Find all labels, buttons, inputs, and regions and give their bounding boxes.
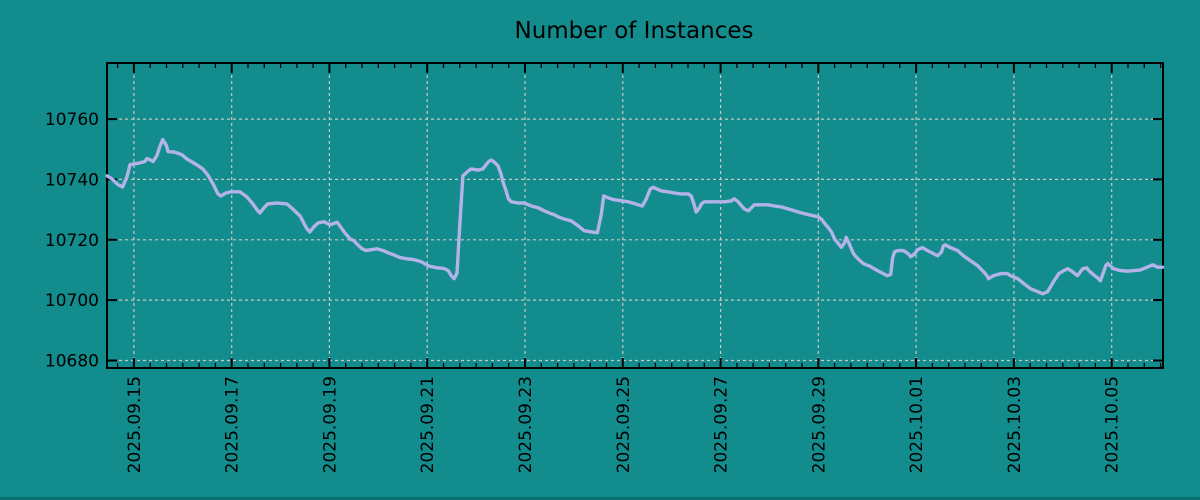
x-tick-label: 2025.10.05	[1103, 376, 1123, 473]
x-tick-label: 2025.09.23	[516, 376, 536, 473]
x-tick-label: 2025.09.27	[712, 376, 732, 473]
y-tick-label: 10760	[45, 110, 99, 130]
y-tick-label: 10680	[45, 352, 99, 372]
chart-title: Number of Instances	[515, 18, 754, 44]
x-tick-label: 2025.09.29	[809, 376, 829, 473]
x-tick-label: 2025.09.25	[614, 376, 634, 473]
x-tick-label: 2025.09.19	[320, 376, 340, 473]
x-tick-label: 2025.09.17	[223, 376, 243, 473]
x-tick-label: 2025.10.03	[1005, 376, 1025, 473]
x-tick-label: 2025.09.21	[418, 376, 438, 473]
x-tick-label: 2025.10.01	[907, 376, 927, 473]
y-tick-label: 10740	[45, 170, 99, 190]
plot-frame	[106, 62, 1164, 369]
y-tick-label: 10720	[45, 231, 99, 251]
data-line-instances	[105, 137, 1165, 296]
x-tick-label: 2025.09.15	[125, 376, 145, 473]
figure-bottom-edge	[0, 497, 1200, 500]
y-tick-label: 10700	[45, 291, 99, 311]
